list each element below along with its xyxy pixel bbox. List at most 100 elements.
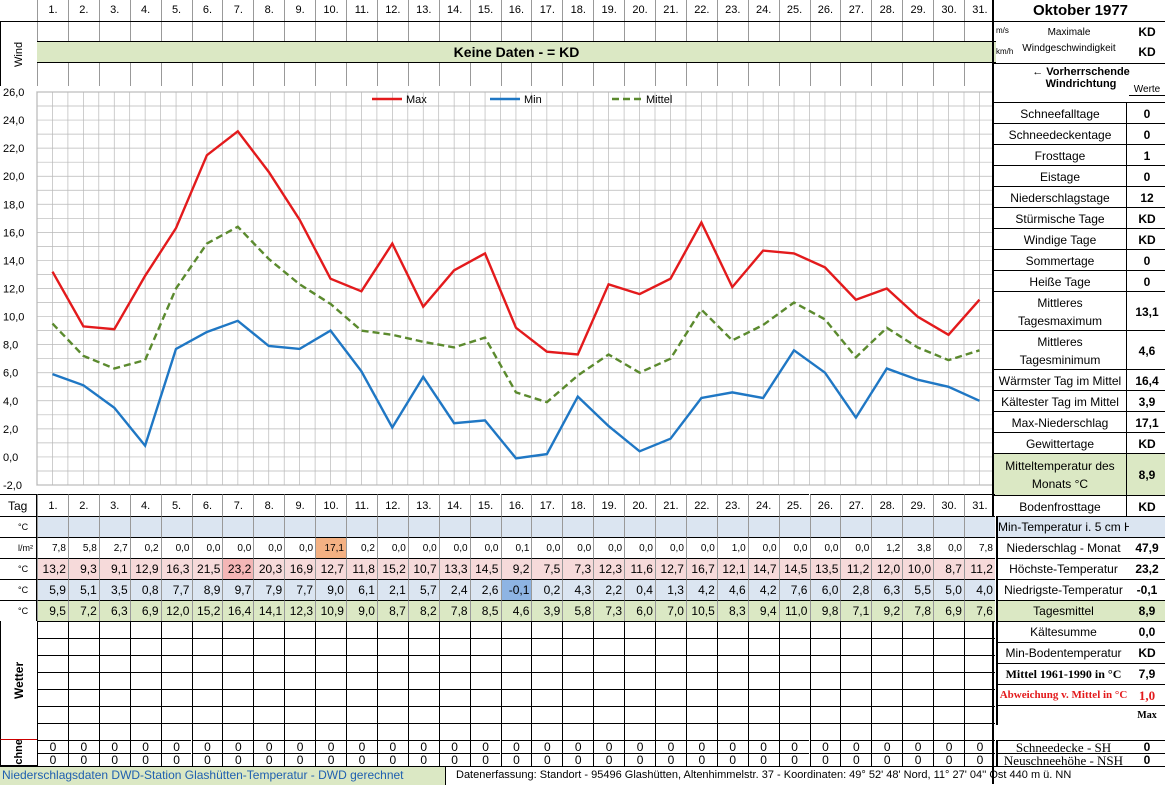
- day-label: 24.: [748, 494, 779, 516]
- table-cell: 0,0: [655, 537, 686, 558]
- weather-cell: [655, 655, 686, 672]
- weather-cell: [840, 655, 871, 672]
- wind-grid-line: [284, 22, 315, 41]
- table-cell: 0,0: [439, 537, 470, 558]
- weather-cell: [37, 638, 68, 655]
- weather-cell: [624, 638, 655, 655]
- weather-cell: [840, 723, 871, 740]
- wind-grid-line: [531, 22, 562, 41]
- wind-grid-line: [779, 22, 810, 41]
- table-cell: 0,8: [130, 579, 161, 600]
- table-cell: 16,9: [284, 558, 315, 579]
- table-cell: [37, 516, 68, 537]
- weather-cell: [470, 655, 501, 672]
- weather-cell: [686, 723, 717, 740]
- top-day-label: 12.: [377, 0, 408, 21]
- weather-cell: [408, 672, 439, 689]
- weather-cell: [593, 706, 624, 723]
- snow-cell: 0: [377, 740, 408, 753]
- wind-grid-line: [655, 22, 686, 41]
- top-day-label: 10.: [315, 0, 346, 21]
- wind-grid-line: [933, 63, 964, 86]
- extra-label: Kältesumme: [996, 621, 1129, 642]
- weather-cell: [222, 689, 253, 706]
- y-tick-label: 10,0: [3, 312, 24, 324]
- day-label: 27.: [840, 494, 871, 516]
- table-cell: 6,0: [810, 579, 841, 600]
- weather-cell: [377, 706, 408, 723]
- weather-cell: [871, 638, 902, 655]
- wind-grid-line: [192, 63, 223, 86]
- table-cell: [377, 516, 408, 537]
- wind-grid-line: [902, 22, 933, 41]
- snow-cell: 0: [748, 753, 779, 766]
- weather-cell: [624, 689, 655, 706]
- weather-cell: [686, 621, 717, 638]
- snow-cell: 0: [470, 753, 501, 766]
- weather-cell: [377, 638, 408, 655]
- table-cell: 11,2: [964, 558, 995, 579]
- table-cell: 17,1: [315, 537, 346, 558]
- day-label: 20.: [624, 494, 655, 516]
- table-cell: 7,0: [655, 600, 686, 621]
- table-cell: 7,9: [253, 579, 284, 600]
- stat-value: KD: [1127, 229, 1165, 250]
- table-cell: 5,7: [408, 579, 439, 600]
- weather-cell: [284, 706, 315, 723]
- top-day-label: 27.: [840, 0, 871, 21]
- weather-cell: [624, 621, 655, 638]
- row-unit: °C: [0, 558, 37, 579]
- wind-grid-line: [37, 22, 68, 41]
- weather-cell: [964, 706, 995, 723]
- weather-cell: [192, 638, 223, 655]
- wind-grid-line: [161, 63, 192, 86]
- stat-label: Windige Tage: [994, 229, 1127, 250]
- wind-grid-line: [748, 63, 779, 86]
- unit-ms: m/s: [996, 26, 1009, 35]
- stat-label: Niederschlagstage: [994, 187, 1127, 208]
- snow-cell: 0: [315, 753, 346, 766]
- wind-grid-line: [871, 63, 902, 86]
- weather-cell: [99, 723, 130, 740]
- weather-cell: [871, 723, 902, 740]
- table-cell: 9,2: [871, 600, 902, 621]
- snow-cell: 0: [593, 753, 624, 766]
- top-day-label: 30.: [933, 0, 964, 21]
- day-label: 25.: [779, 494, 810, 516]
- weather-cell: [779, 706, 810, 723]
- wind-grid-line: [253, 63, 284, 86]
- table-cell: [161, 516, 192, 537]
- snow-row-total: 0: [1129, 740, 1165, 753]
- table-cell: [68, 516, 99, 537]
- table-cell: 7,8: [964, 537, 995, 558]
- table-cell: 0,0: [408, 537, 439, 558]
- wind-banner: Keine Daten - = KD: [37, 41, 996, 63]
- table-cell: [562, 516, 593, 537]
- table-cell: 7,2: [68, 600, 99, 621]
- table-cell: 8,2: [408, 600, 439, 621]
- weather-cell: [470, 723, 501, 740]
- werte-label: Werte: [1129, 84, 1165, 96]
- wind-grid-line: [840, 22, 871, 41]
- weather-cell: [222, 655, 253, 672]
- y-tick-label: -2,0: [3, 480, 22, 492]
- table-cell: [871, 516, 902, 537]
- table-cell: 5,9: [37, 579, 68, 600]
- snow-cell: 0: [717, 753, 748, 766]
- snow-cell: 0: [408, 740, 439, 753]
- table-cell: 8,9: [192, 579, 223, 600]
- wind-grid-line: [161, 22, 192, 41]
- weather-cell: [253, 689, 284, 706]
- stat-value: 0: [1127, 271, 1165, 292]
- top-day-label: 28.: [871, 0, 902, 21]
- stat-value: 12: [1127, 187, 1165, 208]
- table-cell: 7,3: [593, 600, 624, 621]
- weather-cell: [377, 723, 408, 740]
- snow-cell: 0: [593, 740, 624, 753]
- table-cell: 16,4: [222, 600, 253, 621]
- y-tick-label: 2,0: [3, 424, 18, 436]
- table-cell: 7,8: [439, 600, 470, 621]
- weather-cell: [562, 672, 593, 689]
